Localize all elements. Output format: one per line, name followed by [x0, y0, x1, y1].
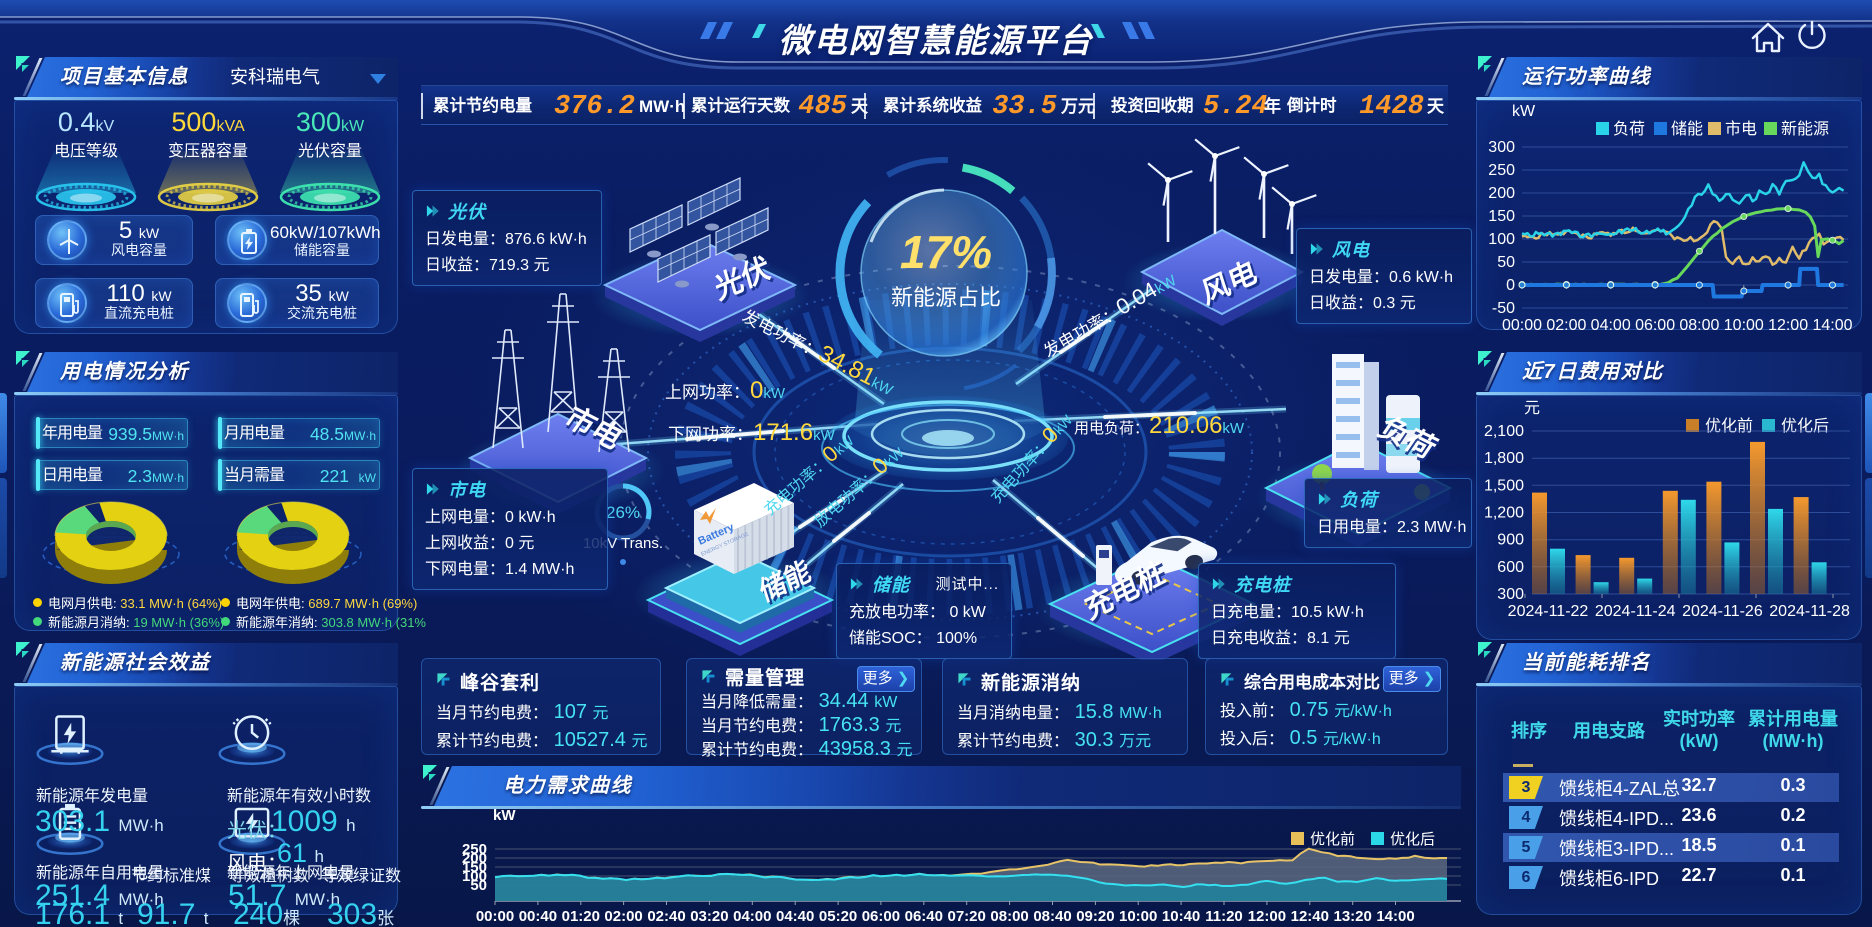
svg-text:优化后: 优化后 [1781, 417, 1829, 435]
svg-text:08:40: 08:40 [1033, 908, 1071, 924]
svg-text:优化前: 优化前 [1705, 417, 1753, 435]
svg-text:06:00: 06:00 [862, 908, 900, 924]
svg-text:300: 300 [1497, 586, 1524, 603]
svg-text:150: 150 [462, 859, 487, 876]
svg-text:200: 200 [1488, 185, 1515, 202]
svg-text:新能源: 新能源 [1781, 120, 1829, 138]
svg-text:04:40: 04:40 [776, 908, 814, 924]
svg-text:10:40: 10:40 [1162, 908, 1200, 924]
svg-text:13:20: 13:20 [1334, 908, 1372, 924]
svg-text:06:00: 06:00 [1635, 317, 1675, 330]
svg-text:12:40: 12:40 [1291, 908, 1329, 924]
svg-text:05:20: 05:20 [819, 908, 857, 924]
svg-text:03:20: 03:20 [690, 908, 728, 924]
svg-text:50: 50 [470, 877, 487, 894]
svg-text:100: 100 [462, 868, 487, 885]
svg-text:150: 150 [1488, 208, 1515, 225]
svg-text:2024-11-22: 2024-11-22 [1508, 603, 1589, 620]
svg-text:02:00: 02:00 [604, 908, 642, 924]
svg-text:250: 250 [1488, 162, 1515, 179]
svg-text:2024-11-28: 2024-11-28 [1769, 603, 1850, 620]
svg-text:上网功率：0kW: 上网功率：0kW [665, 377, 786, 404]
svg-text:用电负荷：210.06kW: 用电负荷：210.06kW [1074, 412, 1245, 439]
svg-text:250: 250 [462, 841, 487, 858]
svg-text:kW: kW [493, 807, 516, 824]
svg-text:14:00: 14:00 [1376, 908, 1414, 924]
svg-text:储能: 储能 [1671, 120, 1703, 138]
svg-text:12:00: 12:00 [1248, 908, 1286, 924]
svg-text:100: 100 [1488, 231, 1515, 248]
svg-text:07:20: 07:20 [948, 908, 986, 924]
svg-text:01:20: 01:20 [562, 908, 600, 924]
svg-text:900: 900 [1497, 532, 1524, 549]
svg-text:2024-11-26: 2024-11-26 [1682, 603, 1763, 620]
svg-text:下网功率：171.6kW: 下网功率：171.6kW [668, 419, 836, 446]
svg-text:00:40: 00:40 [519, 908, 557, 924]
svg-text:300: 300 [1488, 139, 1515, 156]
svg-text:09:20: 09:20 [1076, 908, 1114, 924]
svg-text:-50: -50 [1492, 300, 1515, 317]
svg-text:14:00: 14:00 [1812, 317, 1852, 330]
svg-text:2024-11-24: 2024-11-24 [1595, 603, 1676, 620]
svg-text:50: 50 [1497, 254, 1515, 271]
svg-text:10:00: 10:00 [1724, 317, 1764, 330]
svg-text:10:00: 10:00 [1119, 908, 1157, 924]
svg-text:新能源占比: 新能源占比 [891, 285, 1001, 310]
svg-text:17%: 17% [900, 226, 992, 278]
svg-text:08:00: 08:00 [990, 908, 1028, 924]
svg-text:市电: 市电 [1725, 120, 1757, 138]
svg-text:200: 200 [462, 850, 487, 867]
svg-text:负荷: 负荷 [1613, 120, 1645, 138]
svg-text:600: 600 [1497, 559, 1524, 576]
svg-text:26%: 26% [606, 503, 640, 522]
svg-text:04:00: 04:00 [733, 908, 771, 924]
svg-text:0: 0 [1506, 277, 1515, 294]
svg-text:12:00: 12:00 [1768, 317, 1808, 330]
svg-text:1,200: 1,200 [1484, 505, 1524, 522]
svg-text:02:40: 02:40 [647, 908, 685, 924]
svg-text:1,500: 1,500 [1484, 477, 1524, 494]
svg-text:00:00: 00:00 [1502, 317, 1542, 330]
svg-text:11:20: 11:20 [1205, 908, 1243, 924]
svg-text:1,800: 1,800 [1484, 450, 1524, 467]
svg-text:优化前: 优化前 [1310, 831, 1355, 848]
svg-text:02:00: 02:00 [1546, 317, 1586, 330]
svg-text:08:00: 08:00 [1679, 317, 1719, 330]
svg-text:kW: kW [1512, 103, 1536, 120]
svg-text:元: 元 [1524, 400, 1540, 417]
svg-text:00:00: 00:00 [476, 908, 514, 924]
svg-text:04:00: 04:00 [1591, 317, 1631, 330]
svg-text:2,100: 2,100 [1484, 423, 1524, 440]
svg-text:优化后: 优化后 [1390, 831, 1435, 848]
svg-text:06:40: 06:40 [905, 908, 943, 924]
